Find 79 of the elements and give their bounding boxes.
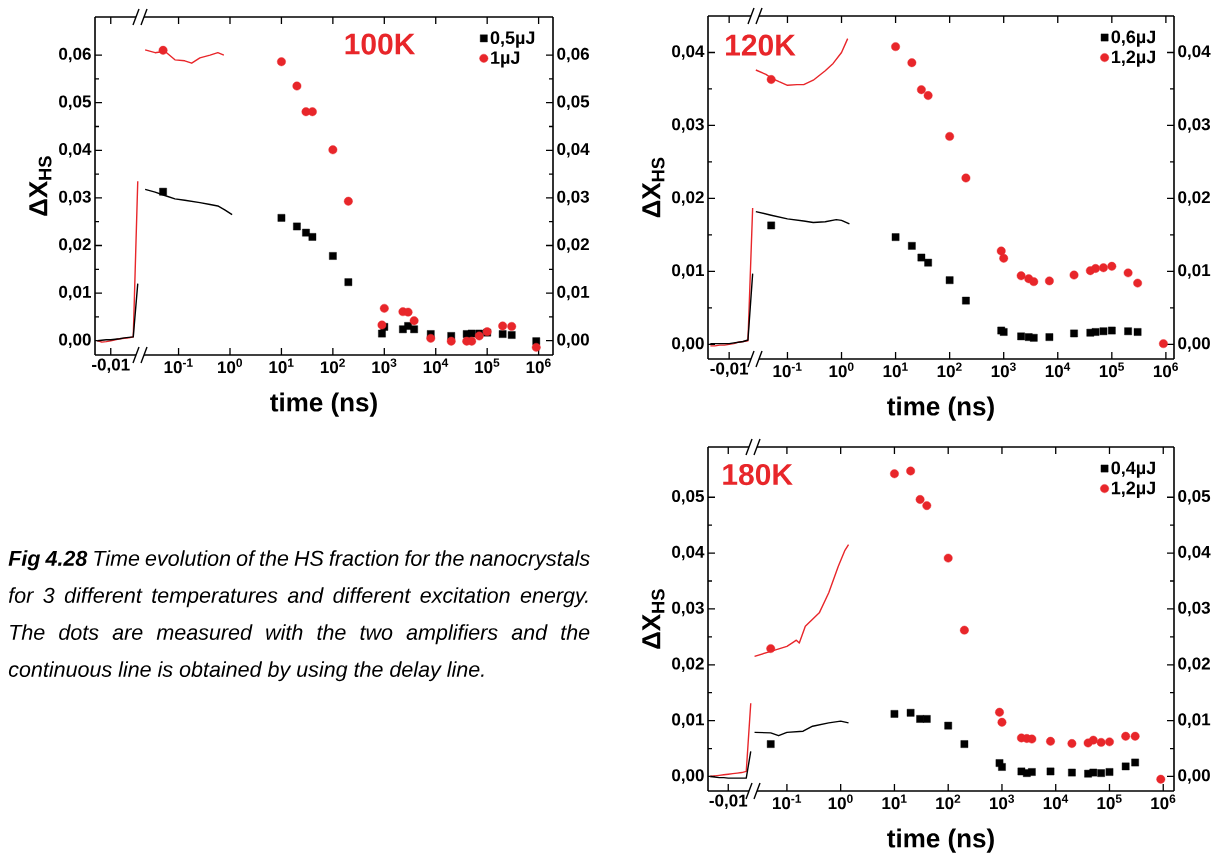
x-tick-label: 10$^{1}$ <box>269 358 294 374</box>
y2-tick-label: 0,03 <box>1178 601 1211 617</box>
legend-label: 0,5µJ <box>490 31 535 48</box>
chart-title: 100K <box>345 33 416 55</box>
y-tick-label: 0,04 <box>672 45 705 60</box>
legend-label: 1,2µJ <box>1111 481 1155 498</box>
y2-tick-label: 0,02 <box>1178 191 1210 206</box>
legend-label: 1µJ <box>491 51 520 68</box>
legend-label: 0,6µJ <box>1111 30 1155 47</box>
y-tick-label: 0,00 <box>672 337 704 352</box>
y-tick-label: 0,01 <box>672 713 704 728</box>
legend-label: 1,2µJ <box>1111 50 1155 67</box>
y2-tick-label: 0,01 <box>1178 264 1211 279</box>
y-tick-label: 0,03 <box>672 118 704 133</box>
x-tick-label: 10$^{1}$ <box>882 794 907 810</box>
y2-tick-label: 0,04 <box>557 143 590 158</box>
x-tick-label: 10$^{5}$ <box>1099 362 1125 378</box>
x-tick-label: 10$^{3}$ <box>991 362 1016 378</box>
y-tick-label: 0,00 <box>672 769 704 784</box>
y2-tick-label: 0,04 <box>1178 45 1211 60</box>
x-tick-label: 10$^{4}$ <box>1043 794 1069 810</box>
y2-tick-label: 0,01 <box>557 285 590 301</box>
legend-label: 0,4µJ <box>1111 461 1155 478</box>
y-tick-label: 0,02 <box>59 238 91 253</box>
x-axis-title: time (ns) <box>887 396 994 421</box>
y2-tick-label: 0,01 <box>1178 713 1211 728</box>
x-tick-label: 10$^{3}$ <box>372 358 397 374</box>
y2-tick-label: 0,03 <box>1178 118 1211 133</box>
y-tick-label: 0,05 <box>59 95 91 110</box>
x-tick-label: 10$^{5}$ <box>1097 794 1122 810</box>
y2-tick-label: 0,00 <box>1178 337 1210 352</box>
x-tick-label: 10$^{6}$ <box>1151 794 1176 810</box>
y-tick-label: 0,06 <box>59 47 91 63</box>
y2-tick-label: 0,05 <box>557 95 590 110</box>
y-tick-label: 0,05 <box>672 489 704 505</box>
x-tick-label: -0,01 <box>709 794 748 810</box>
y2-tick-label: 0,03 <box>557 190 590 206</box>
x-tick-label: 10$^{4}$ <box>423 358 449 374</box>
y-tick-label: 0,02 <box>672 191 704 206</box>
x-tick-label: 10$^{0}$ <box>218 358 243 374</box>
x-tick-label: 10$^{6}$ <box>526 358 551 374</box>
y2-tick-label: 0,04 <box>1178 545 1211 561</box>
y2-tick-label: 0,02 <box>557 238 589 253</box>
text: Fig 4.28 Time evolution of the HS fraction for the nanocrystals for 3 different temperatures and different excitation energy. The dots are measured with the two amplifiers and the continuous line is obtained by using the delay line. <box>8 550 590 682</box>
x-axis-title: time (ns) <box>270 392 377 417</box>
x-tick-label: 10$^{-1}$ <box>773 362 802 378</box>
x-tick-label: 10$^{6}$ <box>1153 362 1178 378</box>
y-tick-label: 0,03 <box>59 190 91 206</box>
x-tick-label: 10$^{-1}$ <box>772 794 802 810</box>
y-tick-label: 0,04 <box>59 143 92 158</box>
x-tick-label: 10$^{5}$ <box>475 358 500 374</box>
x-tick-label: 10$^{3}$ <box>990 794 1015 810</box>
y2-tick-label: 0,00 <box>1178 769 1210 784</box>
chart-title: 180K <box>723 463 793 486</box>
x-tick-label: -0,01 <box>710 362 749 378</box>
x-tick-label: 10$^{2}$ <box>936 794 961 810</box>
y-axis-title: ΔX$_{HS}$ <box>642 157 665 218</box>
y-tick-label: 0,00 <box>59 333 91 348</box>
y2-tick-label: 0,00 <box>557 333 589 348</box>
x-tick-label: 10$^{0}$ <box>829 362 854 378</box>
y-tick-label: 0,04 <box>672 545 705 561</box>
y-tick-label: 0,02 <box>672 657 704 673</box>
y2-tick-label: 0,06 <box>557 47 590 63</box>
y-axis-title: ΔX$_{HS}$ <box>29 156 52 216</box>
y2-tick-label: 0,05 <box>1178 489 1211 505</box>
x-tick-label: 10$^{0}$ <box>828 794 853 810</box>
y-tick-label: 0,01 <box>672 264 704 279</box>
y-tick-label: 0,03 <box>672 601 704 617</box>
x-tick-label: 10$^{4}$ <box>1045 362 1071 378</box>
x-tick-label: 10$^{2}$ <box>937 362 962 378</box>
chart-title: 120K <box>726 34 796 56</box>
x-axis-title: time (ns) <box>887 828 994 853</box>
y2-tick-label: 0,02 <box>1178 657 1210 673</box>
y-axis-title: ΔX$_{HS}$ <box>642 589 665 649</box>
x-tick-label: -0,01 <box>92 358 130 374</box>
x-tick-label: 10$^{-1}$ <box>164 358 193 374</box>
x-tick-label: 10$^{1}$ <box>883 362 908 378</box>
y-tick-label: 0,01 <box>59 285 91 301</box>
x-tick-label: 10$^{2}$ <box>320 358 345 374</box>
